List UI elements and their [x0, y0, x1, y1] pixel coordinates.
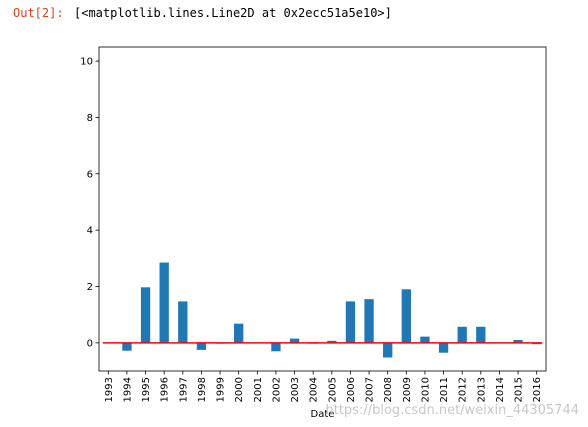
x-tick-label: 2012 [458, 377, 469, 402]
bars-group [103, 262, 542, 358]
output-prompt: Out[2]: [13, 6, 64, 20]
bar-2012 [457, 326, 467, 343]
x-tick-label: 1996 [160, 377, 171, 402]
bar-1994 [122, 342, 132, 351]
x-tick-label: 2013 [476, 377, 487, 402]
x-tick-label: 2001 [253, 377, 264, 402]
x-tick-label: 2007 [365, 377, 376, 402]
x-tick-label: 1997 [178, 377, 189, 402]
x-tick-label: 2010 [420, 377, 431, 402]
x-tick-label: 2008 [383, 377, 394, 402]
x-tick-label: 1995 [141, 377, 152, 402]
watermark: https://blog.csdn.net/weixin_44305744 [325, 403, 579, 418]
bar-2000 [234, 323, 244, 343]
x-ticks: 1993 1994 1995 1996 1997 1998 1999 2000 2001 2002… [104, 371, 543, 402]
x-tick-label: 1993 [104, 377, 115, 402]
x-tick-label: 1999 [216, 377, 227, 402]
bar-1996 [159, 262, 169, 343]
bar-2003 [289, 338, 300, 343]
x-tick-label: 2006 [346, 377, 357, 402]
bar-2006 [345, 301, 356, 343]
x-tick-label: 2000 [234, 377, 245, 402]
plot-frame [98, 46, 547, 372]
output-text: [<matplotlib.lines.Line2D at 0x2ecc51a5e… [74, 6, 392, 20]
x-tick-label: 2011 [439, 377, 450, 402]
x-tick-label: 1998 [197, 377, 208, 402]
y-tick-label: 4 [87, 226, 93, 237]
y-tick-label: 6 [87, 169, 93, 180]
x-tick-label: 2005 [327, 377, 338, 402]
bar-1997 [178, 301, 188, 343]
y-ticks: 0 2 4 6 8 10 [80, 57, 99, 349]
bar-2002 [271, 342, 281, 352]
x-tick-label: 2015 [514, 377, 525, 402]
x-tick-label: 2003 [290, 377, 301, 402]
bar-2009 [401, 289, 411, 343]
bar-1995 [140, 287, 151, 343]
bar-2010 [420, 336, 430, 343]
x-tick-label: 2014 [495, 377, 506, 402]
y-tick-label: 0 [87, 338, 93, 349]
x-tick-label: 2004 [309, 377, 320, 402]
bar-2015 [513, 340, 523, 343]
bar-1998 [196, 342, 207, 350]
bar-2005 [327, 340, 337, 343]
bar-2008 [383, 342, 393, 358]
y-tick-label: 10 [80, 57, 93, 68]
bar-2011 [438, 342, 449, 353]
bar-2007 [364, 299, 374, 343]
x-tick-label: 2009 [402, 377, 413, 402]
y-tick-label: 2 [87, 282, 93, 293]
x-tick-label: 2002 [271, 377, 282, 402]
x-axis-label: Date [311, 409, 335, 420]
x-tick-label: 2016 [532, 377, 543, 402]
y-tick-label: 8 [87, 113, 93, 124]
bar-2013 [476, 326, 486, 343]
x-tick-label: 1994 [122, 377, 133, 402]
